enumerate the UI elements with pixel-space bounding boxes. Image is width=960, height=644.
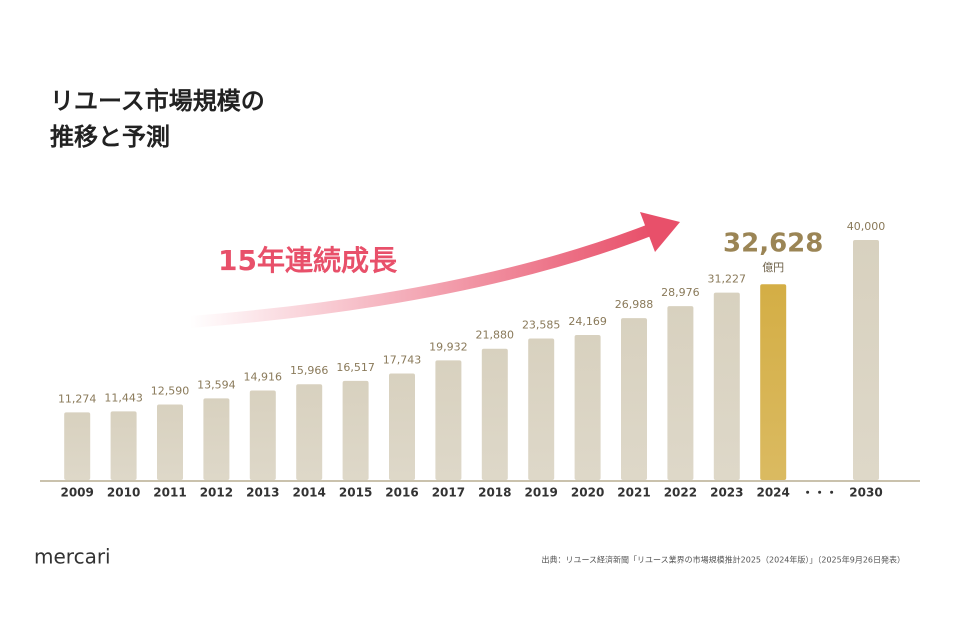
value-label: 32,628 <box>723 229 823 259</box>
x-tick-label: 2012 <box>200 486 233 500</box>
bar <box>342 380 369 480</box>
x-tick-label: 2011 <box>153 486 186 500</box>
bar <box>621 318 647 480</box>
value-label: 16,517 <box>336 361 375 374</box>
value-label: 11,443 <box>104 391 143 404</box>
value-label: 21,880 <box>476 329 515 342</box>
bar <box>481 348 508 480</box>
title-line: リユース市場規模の <box>50 87 265 115</box>
value-label: 14,916 <box>244 371 283 384</box>
x-tick-label: 2020 <box>571 486 604 500</box>
bar <box>528 338 555 480</box>
bar <box>203 398 230 480</box>
x-tick-label: 2015 <box>339 486 372 500</box>
value-label: 17,743 <box>383 354 422 367</box>
x-tick-label: 2014 <box>292 486 325 500</box>
x-tick-label: 2024 <box>756 486 789 500</box>
unit-label: 億円 <box>762 261 784 274</box>
arrow-head <box>640 212 680 252</box>
x-tick-label: 2009 <box>60 486 93 500</box>
bar <box>389 373 415 480</box>
x-tick-label: 2021 <box>617 486 650 500</box>
bar <box>574 334 601 480</box>
value-label: 26,988 <box>615 298 654 311</box>
x-tick-label: 2030 <box>849 486 882 500</box>
value-label: 13,594 <box>197 378 236 391</box>
bar <box>713 292 740 480</box>
x-tick-label: 2023 <box>710 486 743 500</box>
logo: mercari <box>34 545 111 569</box>
value-label: 15,966 <box>290 364 329 377</box>
value-label: 11,274 <box>58 392 97 405</box>
x-tick-label: 2010 <box>107 486 140 500</box>
value-label: 19,932 <box>429 340 468 353</box>
x-tick-label: 2019 <box>524 486 557 500</box>
value-label: 40,000 <box>847 220 886 233</box>
x-tick-label: 2013 <box>246 486 279 500</box>
value-label: 31,227 <box>708 273 747 286</box>
bar <box>667 306 694 480</box>
growth-arrow <box>189 224 653 328</box>
value-label: 23,585 <box>522 318 561 331</box>
bar <box>435 360 462 480</box>
bar <box>110 411 137 480</box>
source: 出典：リユース経済新聞「リユース業界の市場規模推計2025（2024年版）」（2… <box>541 555 905 565</box>
bar <box>296 384 323 480</box>
x-tick-label: 2017 <box>432 486 465 500</box>
x-tick-label: ・・・ <box>802 486 838 500</box>
x-tick-label: 2022 <box>664 486 697 500</box>
annotation: 15年連続成長 <box>218 244 398 277</box>
value-label: 12,590 <box>151 384 190 397</box>
bar <box>64 412 91 480</box>
x-tick-label: 2016 <box>385 486 418 500</box>
x-tick-label: 2018 <box>478 486 511 500</box>
bar <box>157 404 183 480</box>
bar <box>249 390 276 480</box>
bar <box>853 240 879 480</box>
value-label: 28,976 <box>661 286 700 299</box>
value-label: 24,169 <box>568 315 607 328</box>
title-line: 推移と予測 <box>50 123 170 151</box>
bar <box>760 284 787 480</box>
